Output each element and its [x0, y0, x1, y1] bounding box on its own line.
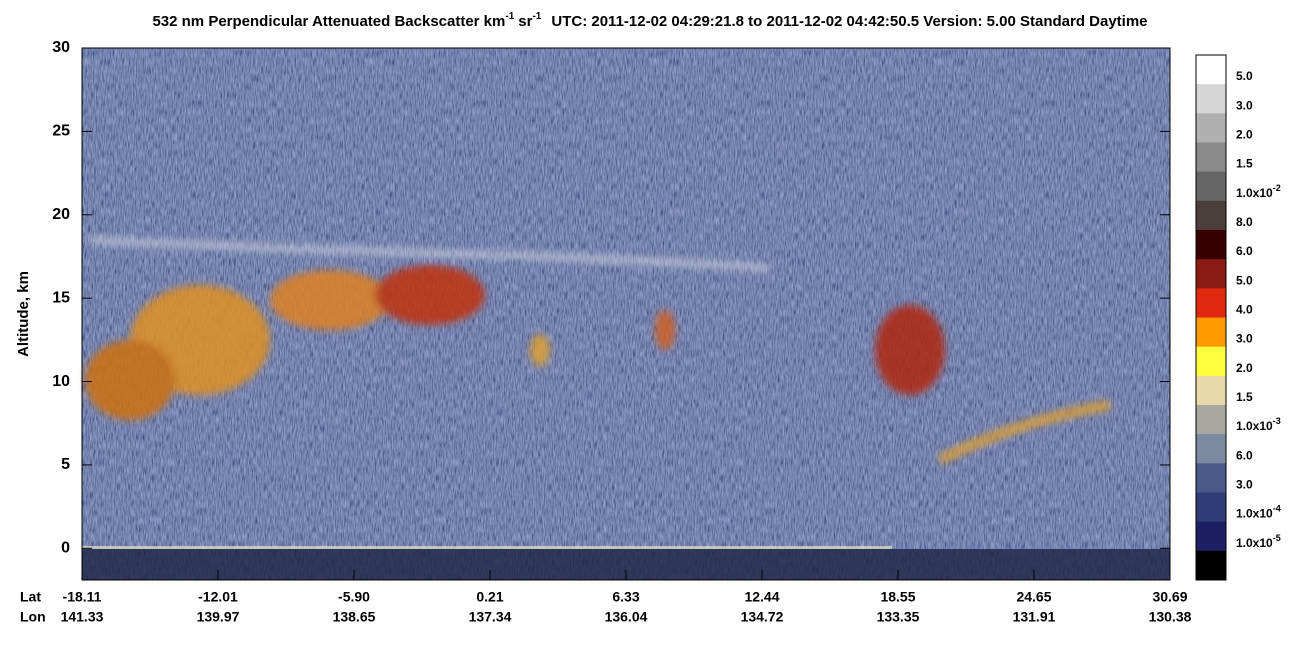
x-tick-label: 12.44 — [744, 589, 779, 605]
y-tick-label: 0 — [61, 540, 70, 557]
colorbar-segment — [1196, 142, 1226, 173]
colorbar-label-text: 4.0 — [1236, 303, 1253, 317]
colorbar-label: 3.0 — [1236, 478, 1253, 492]
colorbar-segment — [1196, 492, 1226, 523]
x-tick-label: -12.01 — [198, 589, 238, 605]
colorbar-label: 2.0 — [1236, 128, 1253, 142]
colorbar-label-sup: -5 — [1273, 533, 1281, 543]
colorbar-label-text: 1.0x10 — [1236, 419, 1273, 433]
colorbar-label-text: 1.0x10 — [1236, 536, 1273, 550]
colorbar-label-sup: -2 — [1273, 183, 1281, 193]
y-tick-label: 5 — [61, 456, 70, 473]
chart-title: 532 nm Perpendicular Attenuated Backscat… — [152, 11, 1147, 30]
colorbar-segment — [1196, 200, 1226, 231]
y-tick-label: 10 — [52, 373, 70, 390]
x-tick-label: -5.90 — [338, 589, 370, 605]
colorbar-label-text: 8.0 — [1236, 215, 1253, 229]
colorbar-segment — [1196, 550, 1226, 581]
x-row-label: Lon — [20, 609, 46, 625]
title-mid: sr — [518, 13, 532, 30]
y-tick-label: 25 — [52, 123, 70, 140]
title-main: 532 nm Perpendicular Attenuated Backscat… — [152, 13, 505, 30]
colorbar-label: 4.0 — [1236, 303, 1253, 317]
colorbar-label-text: 5.0 — [1236, 69, 1253, 83]
colorbar-label: 2.0 — [1236, 361, 1253, 375]
x-tick-label: 138.65 — [333, 609, 376, 625]
colorbar-label-sup: -3 — [1273, 417, 1281, 427]
colorbar-label-sup: -4 — [1273, 504, 1281, 514]
colorbar-label-text: 3.0 — [1236, 99, 1253, 113]
x-tick-label: 139.97 — [197, 609, 240, 625]
x-tick-label: 0.21 — [476, 589, 503, 605]
x-tick-label: 24.65 — [1016, 589, 1051, 605]
y-tick-label: 15 — [52, 289, 70, 306]
colorbar-frame — [1195, 54, 1227, 581]
colorbar-segment — [1196, 288, 1226, 318]
colorbar-segment — [1196, 84, 1226, 114]
colorbar-label: 8.0 — [1236, 215, 1253, 229]
x-tick-label: 137.34 — [469, 609, 512, 625]
colorbar-label: 1.0x10-2 — [1236, 183, 1281, 200]
x-tick-label: 134.72 — [741, 609, 784, 625]
y-axis-label: Altitude, km — [15, 271, 32, 357]
x-tick-label: 141.33 — [61, 609, 104, 625]
colorbar-segment — [1196, 375, 1226, 406]
colorbar-label-text: 1.0x10 — [1236, 186, 1273, 200]
colorbar-label-text: 5.0 — [1236, 274, 1253, 288]
title-sup: -1 — [505, 11, 514, 22]
colorbar-label-text: 1.0x10 — [1236, 507, 1273, 521]
colorbar-segment — [1196, 259, 1226, 289]
x-tick-label: 130.38 — [1149, 609, 1192, 625]
colorbar-segment — [1196, 434, 1226, 464]
colorbar-segment — [1196, 113, 1226, 143]
colorbar-label: 3.0 — [1236, 332, 1253, 346]
colorbar-label: 6.0 — [1236, 449, 1253, 463]
colorbar-label-text: 6.0 — [1236, 449, 1253, 463]
backscatter-image — [82, 48, 1170, 580]
title-rest: UTC: 2011-12-02 04:29:21.8 to 2011-12-02… — [551, 13, 1147, 30]
colorbar-label-text: 2.0 — [1236, 361, 1253, 375]
colorbar-segment — [1196, 317, 1226, 348]
colorbar-label: 1.0x10-4 — [1236, 504, 1281, 521]
x-tick-label: 133.35 — [877, 609, 920, 625]
colorbar-segment — [1196, 405, 1226, 435]
title-sup: -1 — [532, 11, 541, 22]
colorbar-label: 5.0 — [1236, 69, 1253, 83]
x-tick-label: 6.33 — [612, 589, 639, 605]
x-tick-label: 18.55 — [880, 589, 915, 605]
colorbar-label-text: 1.5 — [1236, 390, 1253, 404]
colorbar-segment — [1196, 346, 1226, 377]
colorbar-label: 6.0 — [1236, 244, 1253, 258]
colorbar-label: 3.0 — [1236, 99, 1253, 113]
y-tick-label: 30 — [52, 39, 70, 56]
colorbar-label: 5.0 — [1236, 274, 1253, 288]
colorbar-label: 1.5 — [1236, 390, 1253, 404]
colorbar-label-text: 3.0 — [1236, 332, 1253, 346]
colorbar-segment — [1196, 55, 1226, 85]
colorbar-segment — [1196, 521, 1226, 552]
x-row-label: Lat — [20, 589, 41, 605]
colorbar-segment — [1196, 463, 1226, 493]
x-tick-label: 30.69 — [1152, 589, 1187, 605]
colorbar-label: 1.5 — [1236, 157, 1253, 171]
x-tick-label: -18.11 — [63, 589, 102, 605]
x-tick-label: 131.91 — [1013, 609, 1056, 625]
colorbar-label: 1.0x10-5 — [1236, 533, 1281, 550]
y-tick-label: 20 — [52, 206, 70, 223]
colorbar-label-text: 6.0 — [1236, 244, 1253, 258]
x-tick-label: 136.04 — [605, 609, 648, 625]
colorbar-label-text: 1.5 — [1236, 157, 1253, 171]
colorbar-label-text: 3.0 — [1236, 478, 1253, 492]
colorbar-label-text: 2.0 — [1236, 128, 1253, 142]
colorbar-segment — [1196, 171, 1226, 202]
colorbar-label: 1.0x10-3 — [1236, 417, 1281, 434]
colorbar-segment — [1196, 230, 1226, 260]
